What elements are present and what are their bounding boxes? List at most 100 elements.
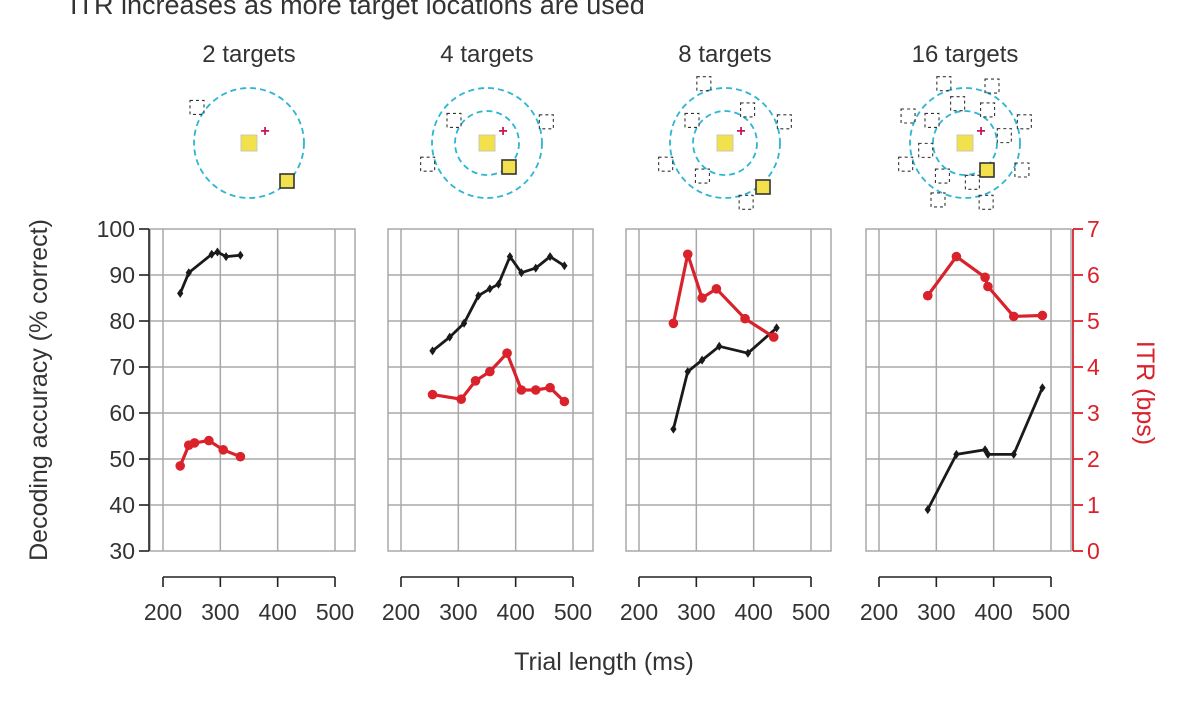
panel-1: 2 targets +200 300 400 500: [144, 41, 356, 625]
x-tick-label: 500: [316, 599, 354, 625]
itr-point: [545, 382, 555, 393]
accuracy-point: [475, 291, 482, 301]
itr-series: [427, 348, 570, 407]
y-tick-label-left: 80: [109, 308, 135, 334]
itr-point: [983, 281, 993, 292]
accuracy-point: [214, 247, 221, 257]
itr-point: [559, 396, 570, 407]
itr-series: [922, 251, 1048, 322]
target-placeholder: [740, 102, 756, 118]
itr-point: [740, 313, 750, 324]
x-tick-label: 400: [734, 599, 772, 625]
target-placeholder: [189, 99, 205, 115]
target-placeholder: [738, 194, 754, 210]
y-tick-label-right: 5: [1087, 308, 1100, 334]
fixation-square: [716, 134, 734, 152]
x-tick-label: 300: [201, 599, 239, 625]
panel-title: 4 targets: [440, 41, 533, 68]
x-axis-label: Trial length (ms): [514, 648, 694, 676]
itr-point: [502, 348, 512, 359]
x-tick-label: 200: [620, 599, 658, 625]
y-tick-label-right: 0: [1087, 538, 1100, 564]
target-placeholder: [930, 192, 946, 208]
accuracy-point: [561, 261, 568, 271]
itr-point: [235, 451, 246, 462]
accuracy-point: [208, 249, 215, 259]
accuracy-point: [698, 355, 706, 365]
active-target: [755, 179, 771, 195]
target-placeholder: [898, 156, 914, 172]
y-tick-label-left: 90: [109, 262, 135, 288]
accuracy-point: [744, 348, 752, 358]
panel-title: 8 targets: [678, 41, 771, 68]
accuracy-series: [924, 383, 1046, 515]
y-tick-label-left: 60: [109, 400, 135, 426]
target-ring: [193, 87, 305, 199]
chart-panels: 2 targets +200 300 400 500 4 targets +200 300 40…: [144, 41, 1072, 625]
grid-frame: [625, 228, 832, 552]
y-tick-label-right: 7: [1087, 216, 1100, 242]
x-tick-label: 200: [144, 599, 182, 625]
target-placeholder: [1014, 162, 1030, 178]
x-tick-label: 200: [382, 599, 420, 625]
target-ring: [454, 110, 520, 176]
x-tick-label: 400: [258, 599, 296, 625]
panel-2: 4 targets +200 300 400 500: [382, 41, 594, 625]
y-tick-label-right: 1: [1087, 492, 1100, 518]
target-placeholder: [996, 128, 1012, 144]
accuracy-point: [670, 424, 677, 434]
target-placeholder: [950, 96, 966, 112]
grid-frame: [149, 228, 356, 552]
accuracy-point: [177, 288, 184, 298]
accuracy-point: [495, 279, 502, 289]
fixation-cross-icon: +: [498, 123, 507, 140]
itr-point: [682, 249, 693, 260]
accuracy-point: [924, 505, 931, 515]
y-axis-label-right: ITR (bps): [1131, 341, 1159, 445]
target-placeholder: [978, 194, 994, 210]
accuracy-point: [1010, 449, 1017, 459]
itr-point: [485, 366, 495, 377]
target-layout-diagram: +: [658, 76, 792, 210]
accuracy-point: [1039, 383, 1046, 393]
accuracy-point: [429, 346, 436, 356]
target-placeholder: [446, 112, 462, 128]
target-placeholder: [696, 76, 712, 92]
itr-point: [456, 394, 467, 405]
accuracy-series: [177, 247, 244, 298]
accuracy-point: [953, 449, 960, 459]
itr-point: [175, 461, 185, 471]
target-placeholder: [984, 78, 1000, 94]
target-placeholder: [980, 102, 996, 118]
accuracy-point: [506, 252, 514, 262]
active-target: [979, 162, 995, 178]
accuracy-point: [984, 449, 992, 459]
accuracy-point: [185, 268, 192, 278]
itr-line: [671, 252, 775, 339]
itr-point: [922, 290, 933, 301]
itr-point: [951, 251, 962, 262]
panel-4: 16 targets +200 300 400 500: [860, 41, 1072, 625]
target-placeholder: [934, 168, 950, 184]
grid-frame: [865, 228, 1072, 552]
accuracy-point: [546, 252, 554, 262]
target-placeholder: [900, 108, 916, 124]
itr-series: [668, 249, 779, 342]
grid-frame: [387, 228, 594, 552]
target-placeholder: [658, 156, 674, 172]
target-ring: [692, 110, 758, 176]
accuracy-point: [237, 250, 244, 260]
itr-point: [980, 272, 990, 283]
fixation-cross-icon: +: [976, 123, 985, 140]
accuracy-line: [672, 326, 778, 430]
axes: 30 40 50 60 70 80 90 100 0 1 2 3 4 5 6 7: [97, 216, 1100, 564]
itr-point: [1008, 311, 1019, 322]
accuracy-series: [670, 323, 780, 434]
target-layout-diagram: +: [189, 87, 305, 199]
x-tick-label: 300: [677, 599, 715, 625]
y-tick-label-right: 2: [1087, 446, 1100, 472]
accuracy-point: [684, 367, 691, 377]
itr-point: [204, 435, 214, 446]
target-placeholder: [538, 114, 554, 130]
x-tick-label: 500: [1032, 599, 1070, 625]
